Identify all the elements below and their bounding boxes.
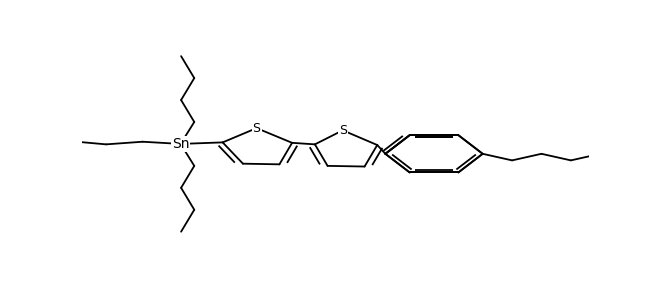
Text: S: S	[339, 124, 347, 137]
Text: Sn: Sn	[172, 137, 190, 151]
Text: S: S	[252, 122, 260, 135]
